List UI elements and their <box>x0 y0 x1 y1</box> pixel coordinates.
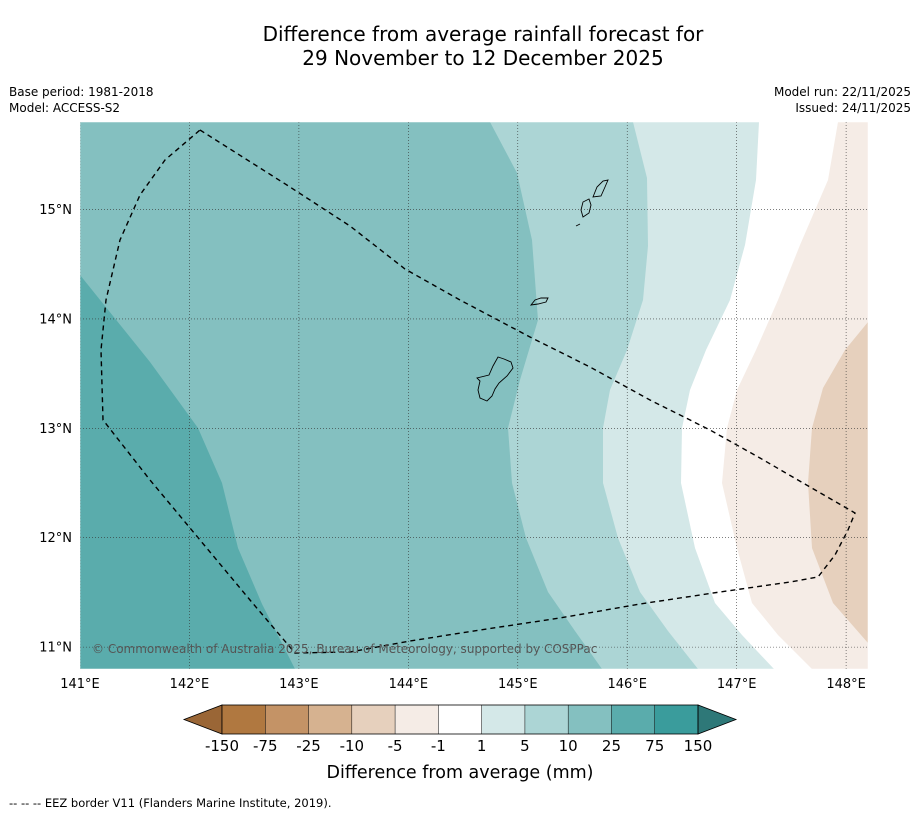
region-25-to-75 <box>80 275 295 669</box>
colorbar-segment <box>524 705 569 734</box>
colorbar-tick-label: -75 <box>253 737 278 755</box>
map-frame <box>79 121 869 670</box>
x-tick-label: 141°E <box>60 677 100 692</box>
colorbar-tick-label: 75 <box>645 737 664 755</box>
colorbar-tick-label: -1 <box>431 737 446 755</box>
eez-border <box>100 129 856 654</box>
colorbar-outline <box>221 704 699 735</box>
x-tick-label: 146°E <box>607 677 647 692</box>
colorbar-segment <box>351 705 396 734</box>
x-tick-label: 144°E <box>389 677 429 692</box>
x-tick-label: 143°E <box>279 677 319 692</box>
colorbar-segment <box>611 705 655 734</box>
model-run: Model run: 22/11/2025 <box>773 85 911 99</box>
colorbar-segment <box>654 705 698 734</box>
colorbar-tick-label: 10 <box>559 737 578 755</box>
tinian-coastline <box>580 198 592 218</box>
colorbar-tick-label: -150 <box>205 737 239 755</box>
issued-date: Issued: 24/11/2025 <box>795 101 911 115</box>
colorbar-tick-label: -5 <box>388 737 403 755</box>
x-tick-label: 145°E <box>498 677 538 692</box>
copyright-text: © Commonwealth of Australia 2025, Bureau… <box>92 642 597 656</box>
y-tick-label: 13°N <box>39 422 72 437</box>
x-tick-label: 142°E <box>170 677 210 692</box>
colorbar-tick-label: -10 <box>340 737 365 755</box>
colorbar-extend-low <box>182 704 223 735</box>
base-period: Base period: 1981-2018 <box>9 85 154 99</box>
region-minus10-to-minus5 <box>808 322 868 643</box>
chart-title: Difference from average rainfall forecas… <box>0 22 919 70</box>
meta-right: Model run: 22/11/2025 Issued: 24/11/2025 <box>774 84 911 116</box>
colorbar: -150 -75 -25 -10 -5 -1 1 5 10 25 75 150 <box>182 704 738 755</box>
colorbar-tick-label: 5 <box>520 737 530 755</box>
colorbar-segment <box>438 705 482 734</box>
x-tick-label: 148°E <box>826 677 866 692</box>
chart-title-line1: Difference from average rainfall forecas… <box>262 22 704 46</box>
chart-title-line2: 29 November to 12 December 2025 <box>302 46 664 70</box>
gridlines <box>80 122 868 669</box>
x-axis-ticks: 141°E 142°E 143°E 144°E 145°E 146°E 147°E 148°E <box>60 677 866 692</box>
y-tick-label: 12°N <box>39 531 72 546</box>
colorbar-extend-high <box>697 704 738 735</box>
y-tick-label: 15°N <box>39 203 72 218</box>
colorbar-segment <box>265 705 309 734</box>
footnote: -- -- -- EEZ border V11 (Flanders Marine… <box>9 796 332 810</box>
colorbar-label: Difference from average (mm) <box>326 763 593 783</box>
y-tick-label: 11°N <box>39 641 72 656</box>
colorbar-segment <box>481 705 525 734</box>
aguijan-coastline <box>575 223 581 227</box>
colorbar-tick-label: 150 <box>684 737 713 755</box>
model-name: Model: ACCESS-S2 <box>9 101 121 115</box>
colorbar-tick-label: -25 <box>296 737 321 755</box>
y-tick-label: 14°N <box>39 312 72 327</box>
x-tick-label: 147°E <box>717 677 757 692</box>
colorbar-tick-label: 25 <box>602 737 621 755</box>
saipan-coastline <box>592 179 609 198</box>
contour-fills: © Commonwealth of Australia 2025, Bureau… <box>80 122 868 669</box>
y-axis-ticks: 11°N 12°N 13°N 14°N 15°N <box>39 203 72 656</box>
rota-coastline <box>529 297 549 306</box>
coastlines <box>476 179 609 402</box>
guam-coastline <box>476 356 514 402</box>
meta-left: Base period: 1981-2018 Model: ACCESS-S2 <box>9 84 154 116</box>
colorbar-segment <box>308 705 352 734</box>
colorbar-segment <box>222 705 266 734</box>
colorbar-segment <box>395 705 439 734</box>
colorbar-tick-label: 1 <box>477 737 487 755</box>
colorbar-segment <box>568 705 612 734</box>
